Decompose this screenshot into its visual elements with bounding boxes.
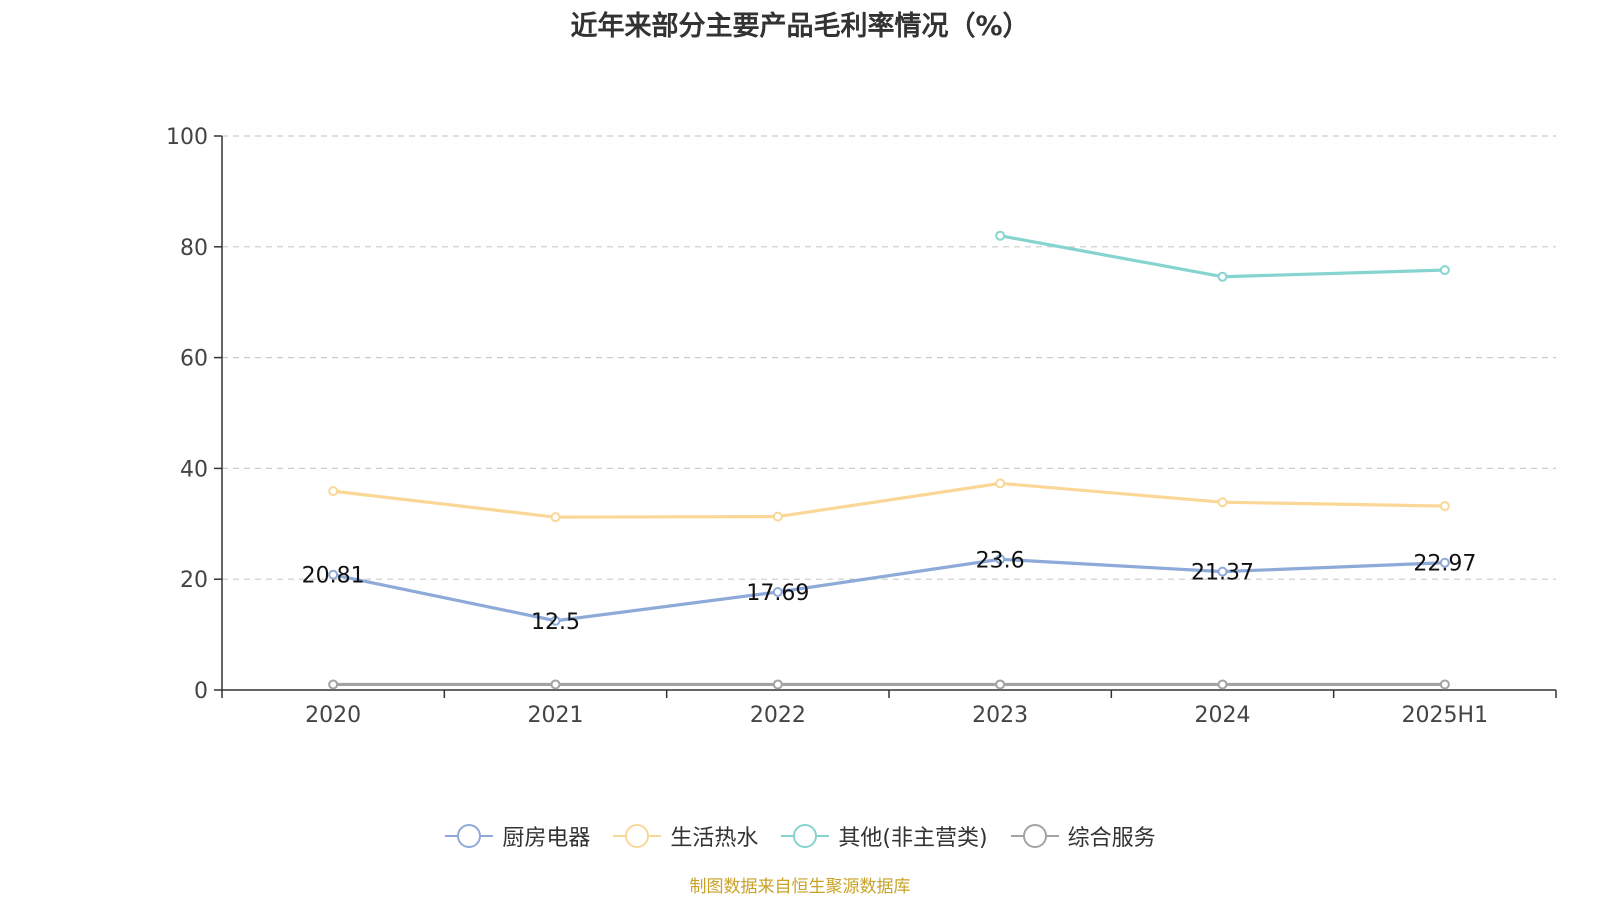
y-tick-label: 0 xyxy=(194,679,208,704)
legend-marker-icon xyxy=(781,824,830,848)
series-line xyxy=(332,557,1445,623)
y-tick-label: 80 xyxy=(180,236,208,261)
x-tick-label: 2020 xyxy=(305,703,361,728)
legend-circle xyxy=(793,824,818,848)
data-point xyxy=(328,569,339,580)
data-label: 20.81 xyxy=(302,564,365,589)
data-point xyxy=(995,554,1006,565)
x-tick-label: 2024 xyxy=(1195,703,1251,728)
data-point xyxy=(772,511,783,522)
data-labels: 20.81 12.5 17.69 23.6 21.37 22.97 xyxy=(302,548,1477,634)
y-tick-label: 100 xyxy=(166,125,208,150)
legend-item[interactable]: 综合服务 xyxy=(1010,820,1156,852)
data-point xyxy=(550,512,561,523)
source-note: 制图数据来自恒生聚源数据库 xyxy=(689,877,911,897)
data-label: 17.69 xyxy=(746,581,809,606)
data-point xyxy=(550,679,561,690)
y-tick-label: 40 xyxy=(180,457,208,482)
data-point xyxy=(1217,566,1228,577)
grid-lines xyxy=(222,135,1556,580)
legend-marker-icon xyxy=(445,824,494,848)
data-point xyxy=(328,679,339,690)
legend-item[interactable]: 其他(非主营类) xyxy=(780,820,988,852)
data-label: 22.97 xyxy=(1413,552,1476,577)
data-label: 23.6 xyxy=(976,548,1025,573)
x-tick-label: 2022 xyxy=(750,703,806,728)
legend-circle xyxy=(1022,824,1047,848)
data-label: 21.37 xyxy=(1191,561,1254,586)
series-line xyxy=(999,234,1445,279)
data-point xyxy=(995,478,1006,489)
data-point xyxy=(995,230,1006,241)
legend-marker-icon xyxy=(613,824,662,848)
legend-circle xyxy=(625,824,650,848)
legend-marker-icon xyxy=(1010,824,1059,848)
series-line xyxy=(332,481,1445,519)
x-tick-label: 2023 xyxy=(972,703,1028,728)
data-point xyxy=(1439,557,1450,568)
data-point xyxy=(328,486,339,497)
legend-label: 综合服务 xyxy=(1067,826,1156,851)
data-point xyxy=(1217,271,1228,282)
legend-label: 厨房电器 xyxy=(502,826,591,851)
legend-item[interactable]: 厨房电器 xyxy=(444,820,590,852)
legend-item[interactable]: 生活热水 xyxy=(612,820,758,852)
data-point xyxy=(1439,679,1450,690)
x-tick-label: 2021 xyxy=(528,703,584,728)
axes: 0 20 40 60 80 100 2020 2021 2022 2023 2024 2025H1 xyxy=(166,125,1557,728)
data-point xyxy=(995,679,1006,690)
data-point xyxy=(1439,265,1450,276)
data-point xyxy=(772,679,783,690)
data-point xyxy=(550,615,561,626)
data-point xyxy=(1217,679,1228,690)
y-tick-label: 60 xyxy=(180,347,208,372)
legend-circle xyxy=(457,824,482,848)
x-tick-label: 2025H1 xyxy=(1402,703,1489,728)
data-point xyxy=(1217,497,1228,508)
data-label: 12.5 xyxy=(531,610,580,635)
data-point xyxy=(1439,501,1450,512)
legend-label: 其他(非主营类) xyxy=(838,826,988,851)
chart-title: 近年来部分主要产品毛利率情况（%） xyxy=(570,11,1030,42)
y-tick-label: 20 xyxy=(180,568,208,593)
data-point xyxy=(772,586,783,597)
legend: 厨房电器 生活热水 其他(非主营类) 综合服务 xyxy=(0,820,1600,852)
legend-label: 生活热水 xyxy=(670,826,759,851)
series-lines xyxy=(328,230,1450,690)
